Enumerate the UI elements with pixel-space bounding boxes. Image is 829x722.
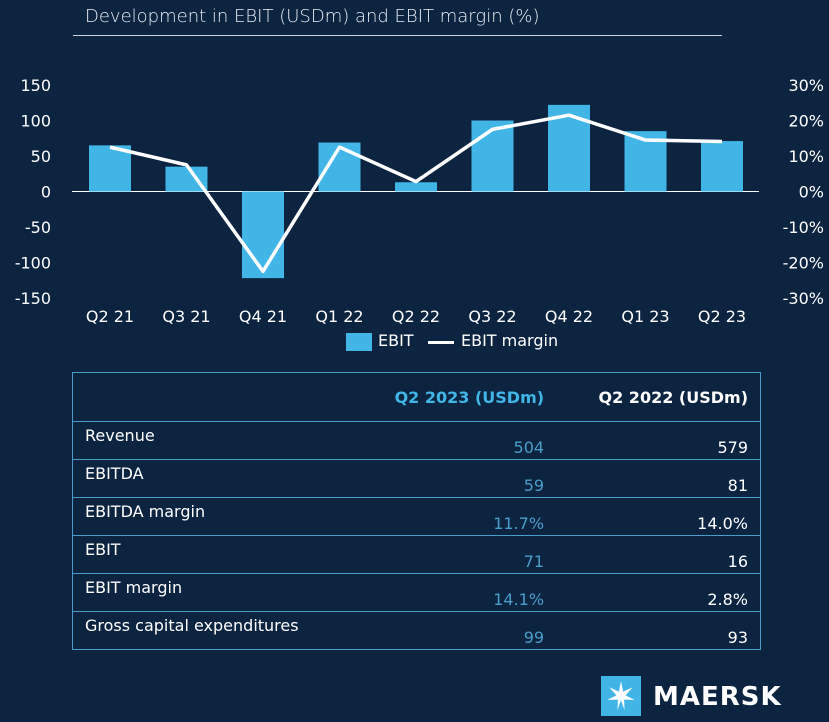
row-value-2022: 93	[556, 611, 761, 650]
row-label: Revenue	[72, 421, 353, 460]
ebit-chart: 150 100 50 0 -50 -100 -150 30% 20% 10% 0% -10% -20% -…	[15, 76, 824, 326]
y-right-tick-label: 30%	[788, 76, 824, 95]
row-value-2023: 11.7%	[352, 497, 557, 536]
table-row: Revenue 504 579	[72, 421, 761, 460]
x-tick-label: Q4 22	[545, 307, 593, 326]
x-tick-label: Q2 23	[698, 307, 746, 326]
y-left-tick-label: -100	[15, 254, 51, 273]
table-row: Gross capital expenditures 99 93	[72, 611, 761, 650]
ebit-bar	[89, 145, 131, 192]
table-row: EBITDA margin 11.7% 14.0%	[72, 497, 761, 536]
y-right-tick-label: 20%	[788, 112, 824, 131]
y-left-tick-label: -150	[15, 289, 51, 308]
row-label: EBIT	[72, 535, 353, 574]
table-header-q2-2023: Q2 2023 (USDm)	[394, 387, 545, 407]
row-value-2023: 14.1%	[352, 573, 557, 612]
table-header-empty	[73, 373, 353, 422]
table-row: EBIT 71 16	[72, 535, 761, 574]
chart-title: Development in EBIT (USDm) and EBIT marg…	[85, 6, 540, 27]
ebit-margin-line	[109, 113, 723, 274]
logo-wordmark: MAERSK	[653, 682, 782, 712]
maersk-logo: MAERSK	[601, 676, 781, 716]
x-tick-label: Q3 21	[162, 307, 210, 326]
row-value-2022: 16	[556, 535, 761, 574]
row-value-2023: 504	[352, 421, 557, 460]
legend-margin-line	[428, 341, 454, 344]
y-left-tick-label: 0	[41, 183, 51, 202]
y-left-tick-label: -50	[25, 218, 51, 237]
title-divider	[73, 35, 722, 36]
ebit-bar	[471, 120, 514, 192]
row-value-2022: 81	[556, 459, 761, 498]
y-left-tick-label: 100	[20, 112, 51, 131]
x-tick-label: Q1 23	[621, 307, 669, 326]
row-value-2022: 579	[556, 421, 761, 460]
y-left-tick-label: 150	[20, 76, 51, 95]
y-right-tick-label: 0%	[799, 183, 824, 202]
ebit-bar	[242, 191, 284, 279]
row-value-2023: 71	[352, 535, 557, 574]
ebit-bar	[701, 141, 743, 192]
kpi-table: Q2 2023 (USDm) Q2 2022 (USDm) Revenue 50…	[72, 372, 761, 650]
row-label: EBIT margin	[72, 573, 353, 612]
row-value-2023: 59	[352, 459, 557, 498]
ebit-bar	[395, 182, 437, 192]
x-tick-label: Q2 22	[392, 307, 440, 326]
legend-ebit-swatch	[346, 333, 372, 351]
y-right-tick-label: -30%	[783, 289, 824, 308]
seven-pointed-star-icon	[601, 676, 641, 716]
table-row: EBITDA 59 81	[72, 459, 761, 498]
row-value-2022: 14.0%	[556, 497, 761, 536]
x-tick-label: Q1 22	[315, 307, 363, 326]
chart-legend: EBIT EBIT margin	[0, 331, 829, 353]
x-tick-label: Q3 22	[468, 307, 516, 326]
y-left-tick-label: 50	[31, 147, 51, 166]
table-header-q2-2022: Q2 2022 (USDm)	[598, 387, 749, 407]
row-value-2023: 99	[352, 611, 557, 650]
y-right-tick-label: -20%	[783, 254, 824, 273]
x-tick-label: Q4 21	[239, 307, 287, 326]
x-tick-label: Q2 21	[86, 307, 134, 326]
y-right-tick-label: 10%	[788, 147, 824, 166]
table-header-row: Q2 2023 (USDm) Q2 2022 (USDm)	[73, 373, 761, 422]
table-row: EBIT margin 14.1% 2.8%	[72, 573, 761, 612]
y-right-tick-label: -10%	[783, 218, 824, 237]
row-label: EBITDA	[72, 459, 353, 498]
legend-margin-label: EBIT margin	[461, 331, 559, 350]
row-label: Gross capital expenditures	[72, 611, 353, 650]
legend-ebit-label: EBIT	[378, 331, 414, 350]
row-label: EBITDA margin	[72, 497, 353, 536]
row-value-2022: 2.8%	[556, 573, 761, 612]
